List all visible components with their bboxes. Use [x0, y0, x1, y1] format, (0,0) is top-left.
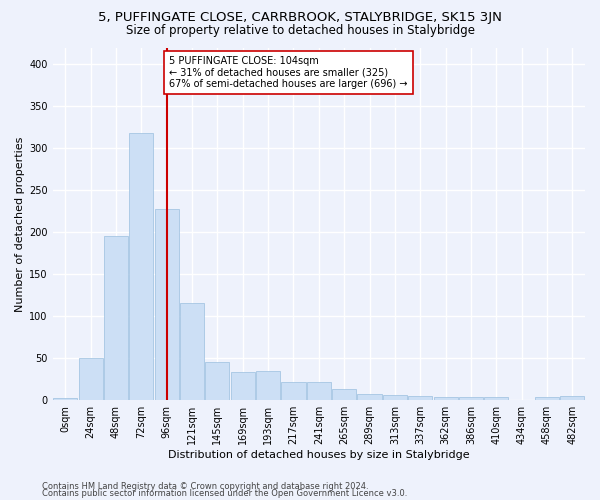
Y-axis label: Number of detached properties: Number of detached properties — [15, 136, 25, 312]
Bar — [560, 396, 584, 400]
Bar — [358, 394, 382, 400]
Bar — [155, 208, 179, 400]
Bar — [180, 303, 204, 400]
Bar — [205, 362, 229, 400]
Bar — [434, 397, 458, 400]
Bar — [535, 397, 559, 400]
Bar — [484, 397, 508, 400]
Text: 5 PUFFINGATE CLOSE: 104sqm
← 31% of detached houses are smaller (325)
67% of sem: 5 PUFFINGATE CLOSE: 104sqm ← 31% of deta… — [169, 56, 408, 89]
Bar — [256, 371, 280, 400]
Bar — [332, 390, 356, 400]
Text: Contains public sector information licensed under the Open Government Licence v3: Contains public sector information licen… — [42, 490, 407, 498]
X-axis label: Distribution of detached houses by size in Stalybridge: Distribution of detached houses by size … — [168, 450, 470, 460]
Bar — [53, 398, 77, 400]
Bar — [459, 397, 483, 400]
Bar — [383, 395, 407, 400]
Text: Size of property relative to detached houses in Stalybridge: Size of property relative to detached ho… — [125, 24, 475, 37]
Bar — [130, 133, 154, 400]
Bar — [307, 382, 331, 400]
Bar — [281, 382, 305, 400]
Bar — [79, 358, 103, 400]
Bar — [104, 236, 128, 400]
Text: 5, PUFFINGATE CLOSE, CARRBROOK, STALYBRIDGE, SK15 3JN: 5, PUFFINGATE CLOSE, CARRBROOK, STALYBRI… — [98, 11, 502, 24]
Text: Contains HM Land Registry data © Crown copyright and database right 2024.: Contains HM Land Registry data © Crown c… — [42, 482, 368, 491]
Bar — [408, 396, 432, 400]
Bar — [231, 372, 255, 400]
